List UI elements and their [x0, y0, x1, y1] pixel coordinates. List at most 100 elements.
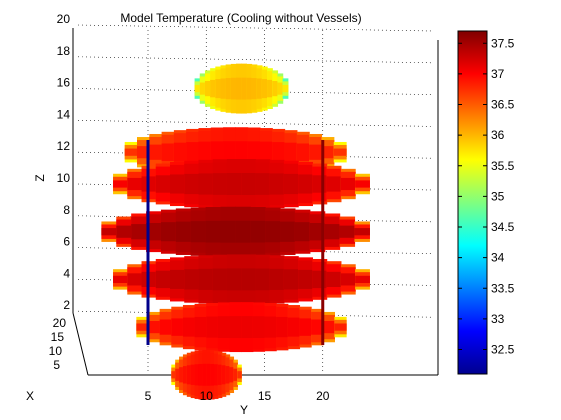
layer-cell-core: [235, 141, 249, 164]
layer-cell-core: [194, 84, 201, 93]
layer-cell-core: [217, 364, 223, 385]
layer-cell-core: [190, 221, 207, 243]
layer-cell-core: [237, 371, 242, 379]
layer-cell-core: [241, 173, 257, 195]
layer-cell-core: [179, 367, 184, 383]
layer-cell-core: [321, 146, 335, 159]
layer-cell-core: [267, 79, 273, 98]
temperature-layers: [101, 63, 370, 400]
temperature-layer: [136, 302, 347, 353]
layer-cell-core: [161, 143, 175, 161]
layer-cell-core: [148, 321, 161, 334]
z-tick-label: 18: [57, 44, 71, 58]
layer-cell-core: [277, 82, 284, 95]
colorbar-tick-label: 32.5: [491, 343, 515, 357]
layer-cell-core: [334, 323, 347, 331]
layer-cell-core: [276, 316, 289, 338]
layer-cell-core: [322, 321, 335, 334]
layer-cell-core: [204, 80, 211, 97]
layer-cell-core: [124, 148, 138, 156]
layer-cell-core: [256, 78, 263, 99]
vessel-rods: [146, 140, 325, 345]
layer-cell-core: [159, 319, 172, 335]
layer-cell-core: [340, 273, 356, 286]
layer-cell-core: [283, 173, 299, 195]
layer-cell-core: [155, 270, 171, 289]
layer-cell-core: [226, 268, 242, 291]
layer-cell-core: [198, 141, 212, 163]
layer-cell-core: [113, 275, 128, 284]
colorbar-tick-label: 34.5: [491, 220, 515, 234]
grid-line: [77, 56, 433, 64]
temperature-layer: [171, 349, 242, 400]
x-tick-label: 10: [49, 344, 63, 358]
layer-cell-core: [284, 142, 298, 162]
layer-cell-core: [214, 364, 219, 386]
layer-cell-core: [298, 174, 313, 194]
layer-cell-core: [241, 316, 254, 339]
layer-cell-core: [265, 221, 281, 243]
layer-cell-core: [225, 366, 231, 384]
z-tick-label: 12: [57, 139, 71, 153]
temperature-layer: [194, 63, 289, 114]
colorbar: [457, 30, 488, 375]
layer-cell-core: [333, 148, 347, 156]
layer-cell-core: [230, 77, 237, 100]
layer-cell-core: [229, 316, 242, 339]
layer-cell-core: [210, 79, 216, 98]
layer-cell-core: [146, 222, 162, 241]
layer-cell-core: [212, 173, 228, 195]
layer-cell-core: [296, 143, 310, 161]
layer-cell-core: [241, 77, 247, 100]
layer-cell-core: [194, 364, 200, 386]
layer-cell-core: [136, 323, 149, 331]
layer-cell-core: [264, 316, 277, 338]
colorbar-tick-label: 33.5: [491, 281, 515, 295]
chart-title: Model Temperature (Cooling without Vesse…: [120, 11, 361, 25]
layer-cell-core: [255, 173, 271, 195]
layer-cell-core: [269, 268, 285, 290]
colorbar-tick-label: 36: [491, 128, 505, 142]
y-tick-label: 20: [316, 389, 330, 403]
layer-cell-core: [212, 268, 228, 291]
colorbar-tick-label: 36.5: [491, 98, 515, 112]
layer-cell-core: [205, 220, 222, 243]
z-tick-label: 6: [63, 235, 70, 249]
layer-cell-core: [186, 142, 200, 163]
z-tick-label: 4: [63, 266, 70, 280]
layer-cell-core: [269, 173, 285, 195]
colorbar-tick-label: 37.5: [491, 36, 515, 50]
layer-cell-core: [326, 176, 342, 192]
layer-cell-core: [190, 364, 196, 385]
layer-cell-core: [272, 142, 286, 163]
layer-cell-core: [173, 142, 187, 162]
layer-cell-core: [241, 268, 257, 291]
layer-cell-core: [261, 79, 268, 99]
y-tick-label: 10: [200, 389, 214, 403]
y-tick-labels: 5 10 15 20: [145, 389, 330, 403]
x-tick-label: 20: [53, 316, 67, 330]
layer-cell-core: [182, 366, 188, 384]
layer-cell-core: [252, 316, 266, 338]
z-tick-label: 8: [63, 203, 70, 217]
layer-cell-core: [355, 180, 370, 188]
grid-line: [77, 24, 433, 32]
layer-cell-core: [221, 365, 227, 385]
y-tick-label: 15: [258, 389, 272, 403]
colorbar-tick-labels: 32.5 33 33.5 34 34.5 35 35.5 36 36.5 37 37.5: [458, 36, 515, 357]
layer-cell-core: [223, 141, 236, 164]
colorbar-tick-label: 33: [491, 312, 505, 326]
z-tick-label: 10: [57, 171, 71, 185]
layer-cell-core: [101, 228, 117, 236]
axes-box: [72, 28, 439, 376]
layer-cell-core: [287, 317, 301, 337]
layer-cell-core: [182, 317, 196, 337]
temperature-layer: [113, 254, 370, 305]
layer-cell-core: [184, 269, 200, 290]
layer-cell-core: [235, 220, 251, 243]
layer-cell-core: [250, 220, 266, 243]
layer-cell-core: [255, 268, 271, 291]
layer-cell-core: [170, 269, 185, 289]
layer-cell-core: [127, 177, 143, 191]
